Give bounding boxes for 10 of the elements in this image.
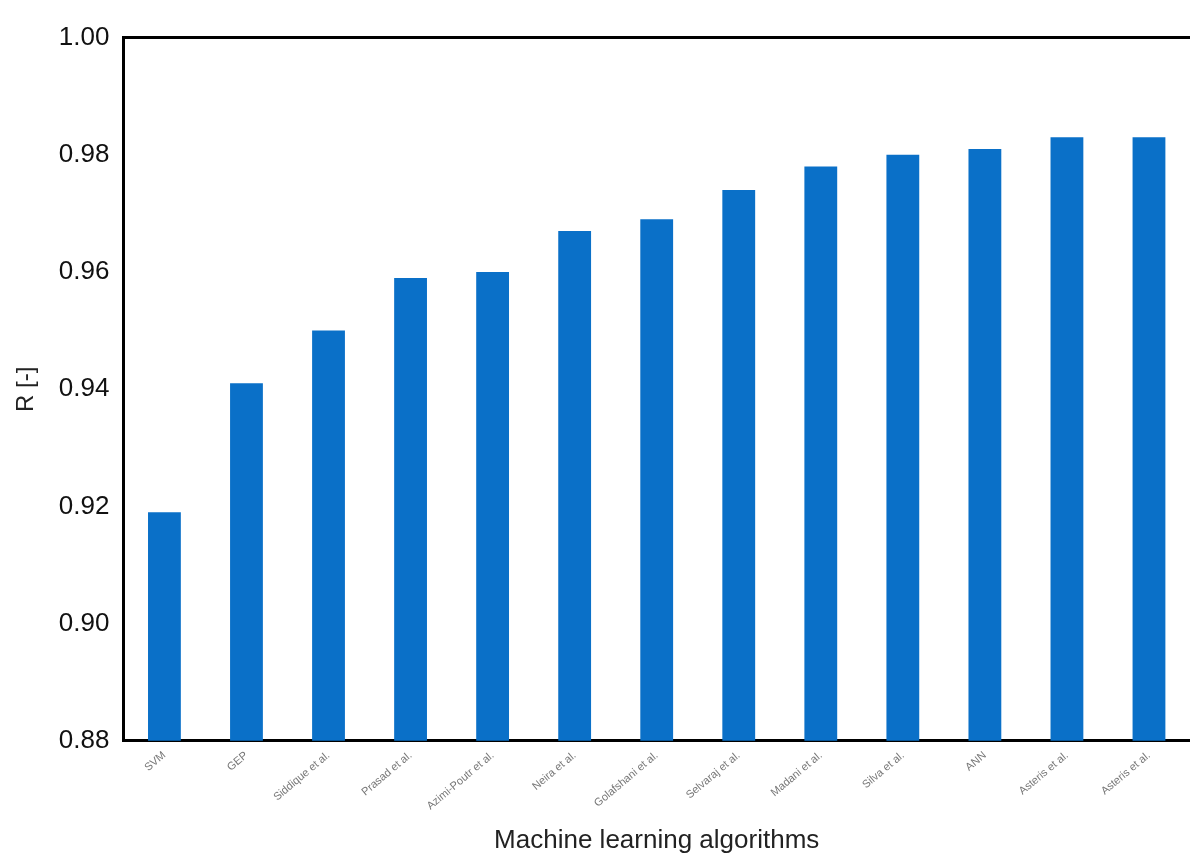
y-tick-label: 1.00 [58, 20, 110, 51]
x-tick-label: Silva et al. [859, 748, 907, 791]
x-axis-title: Machine learning algorithms [494, 823, 820, 854]
y-tick-label: 0.88 [58, 724, 110, 755]
y-tick-label: 0.98 [58, 137, 110, 168]
y-tick-label: 0.92 [58, 489, 110, 520]
y-tick-label: 0.96 [58, 255, 110, 286]
y-tick-label: 0.90 [58, 606, 110, 637]
y-tick-label: 0.94 [58, 372, 110, 403]
y-axis-title: R [-] [11, 366, 39, 412]
